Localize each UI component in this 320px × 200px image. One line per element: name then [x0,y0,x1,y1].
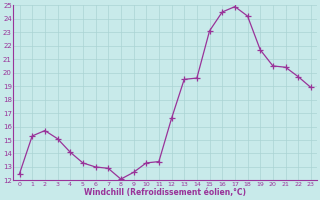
X-axis label: Windchill (Refroidissement éolien,°C): Windchill (Refroidissement éolien,°C) [84,188,246,197]
